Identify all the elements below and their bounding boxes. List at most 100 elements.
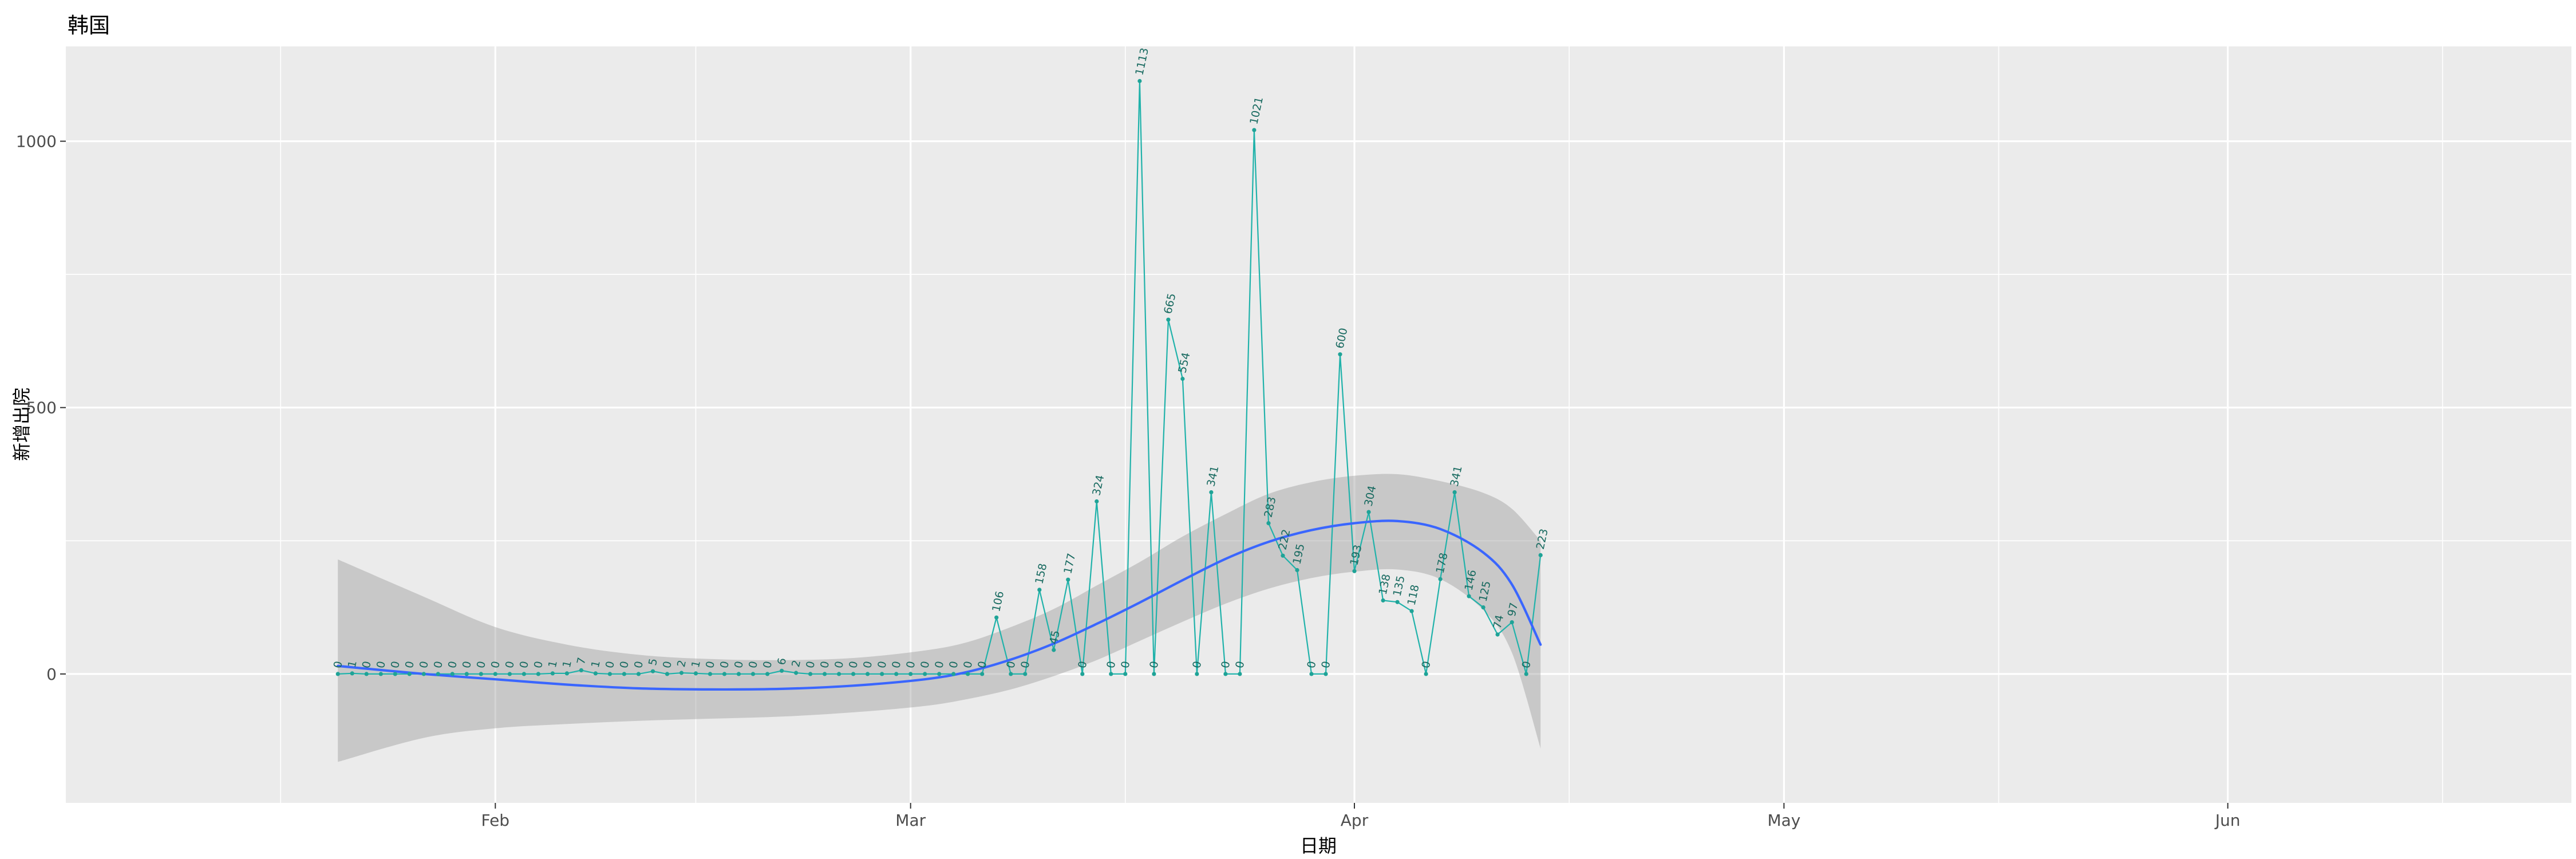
smooth-line xyxy=(337,519,1542,691)
point-label: 0 xyxy=(732,660,746,669)
data-point xyxy=(1467,594,1471,598)
data-point xyxy=(378,672,383,676)
point-label: 1 xyxy=(560,659,574,668)
point-label: 2 xyxy=(789,659,803,668)
data-point xyxy=(1223,672,1228,676)
point-label: 0 xyxy=(632,660,646,669)
point-label: 0 xyxy=(1147,660,1161,669)
data-point xyxy=(1023,672,1028,676)
series-points xyxy=(335,78,1543,676)
data-point xyxy=(765,672,770,676)
point-label: 0 xyxy=(1319,660,1333,669)
point-label: 0 xyxy=(389,660,402,669)
point-label: 0 xyxy=(489,660,503,669)
data-point xyxy=(880,672,884,676)
data-point xyxy=(837,672,841,676)
data-point xyxy=(550,671,555,676)
y-tick-label: 0 xyxy=(46,665,57,684)
data-point xyxy=(1123,672,1128,676)
point-label: 7 xyxy=(575,656,588,665)
point-label: 0 xyxy=(1233,660,1247,669)
point-label: 0 xyxy=(832,660,846,669)
y-tick-label: 1000 xyxy=(16,132,57,151)
data-point xyxy=(851,672,856,676)
point-label: 0 xyxy=(1305,660,1319,669)
data-point xyxy=(736,672,741,676)
point-label: 0 xyxy=(818,660,832,669)
data-point xyxy=(780,668,784,673)
point-label: 0 xyxy=(861,660,875,669)
point-label: 0 xyxy=(532,660,546,669)
data-point xyxy=(679,671,684,675)
confidence-band xyxy=(338,474,1541,762)
point-label: 97 xyxy=(1506,601,1521,617)
point-label: 0 xyxy=(603,660,617,669)
data-point xyxy=(750,672,756,676)
data-point xyxy=(364,672,369,676)
point-label: 0 xyxy=(961,660,975,669)
data-point xyxy=(479,672,483,676)
data-point xyxy=(1538,553,1543,558)
data-point xyxy=(1452,490,1457,495)
data-point xyxy=(436,672,440,676)
data-point xyxy=(1109,672,1113,676)
point-label: 0 xyxy=(1076,660,1089,669)
point-label: 0 xyxy=(1520,660,1534,669)
point-label: 0 xyxy=(460,660,474,669)
data-point xyxy=(450,672,455,676)
data-point xyxy=(1066,577,1070,582)
data-point xyxy=(1323,672,1328,676)
data-point xyxy=(1037,588,1042,592)
data-point xyxy=(593,671,598,676)
point-label: 0 xyxy=(847,660,860,669)
x-tick-label: Mar xyxy=(895,811,926,830)
data-point xyxy=(636,672,641,676)
data-point xyxy=(1309,672,1314,676)
data-point xyxy=(650,669,655,673)
data-point xyxy=(994,615,999,620)
point-label: 0 xyxy=(1119,660,1132,669)
point-label: 0 xyxy=(1420,660,1433,669)
data-point xyxy=(1209,490,1214,495)
point-label: 1 xyxy=(346,659,359,668)
x-tick-label: Feb xyxy=(481,811,510,830)
data-point xyxy=(579,668,584,672)
data-point xyxy=(794,671,799,675)
point-label: 0 xyxy=(661,660,674,669)
data-point xyxy=(407,672,412,676)
data-point xyxy=(923,672,927,676)
data-point xyxy=(966,672,970,676)
point-label: 0 xyxy=(1190,660,1204,669)
point-label: 0 xyxy=(890,660,903,669)
data-point xyxy=(1409,609,1414,613)
data-point xyxy=(1080,672,1085,676)
point-label: 0 xyxy=(975,660,989,669)
point-label: 0 xyxy=(432,660,445,669)
data-point xyxy=(1524,672,1528,676)
point-label: 0 xyxy=(1018,660,1032,669)
data-point xyxy=(1481,605,1485,610)
data-point xyxy=(1352,569,1357,573)
y-tick-label: 500 xyxy=(26,399,57,417)
data-point xyxy=(1424,672,1428,676)
data-point xyxy=(421,672,426,676)
data-point xyxy=(564,671,570,676)
point-label: 2 xyxy=(675,659,689,668)
data-point xyxy=(1052,648,1056,652)
point-label: 1 xyxy=(689,659,703,668)
point-label: 0 xyxy=(403,660,417,669)
data-point xyxy=(951,672,956,676)
point-label: 0 xyxy=(718,660,732,669)
data-point xyxy=(937,672,942,676)
data-point xyxy=(1495,632,1500,637)
point-label: 0 xyxy=(761,660,775,669)
data-point xyxy=(808,672,813,676)
point-label: 5 xyxy=(646,657,660,667)
point-label: 6 xyxy=(775,657,789,666)
plot-panel xyxy=(66,46,2571,803)
data-point xyxy=(693,671,698,676)
point-label: 0 xyxy=(947,660,961,669)
point-label: 0 xyxy=(746,660,760,669)
